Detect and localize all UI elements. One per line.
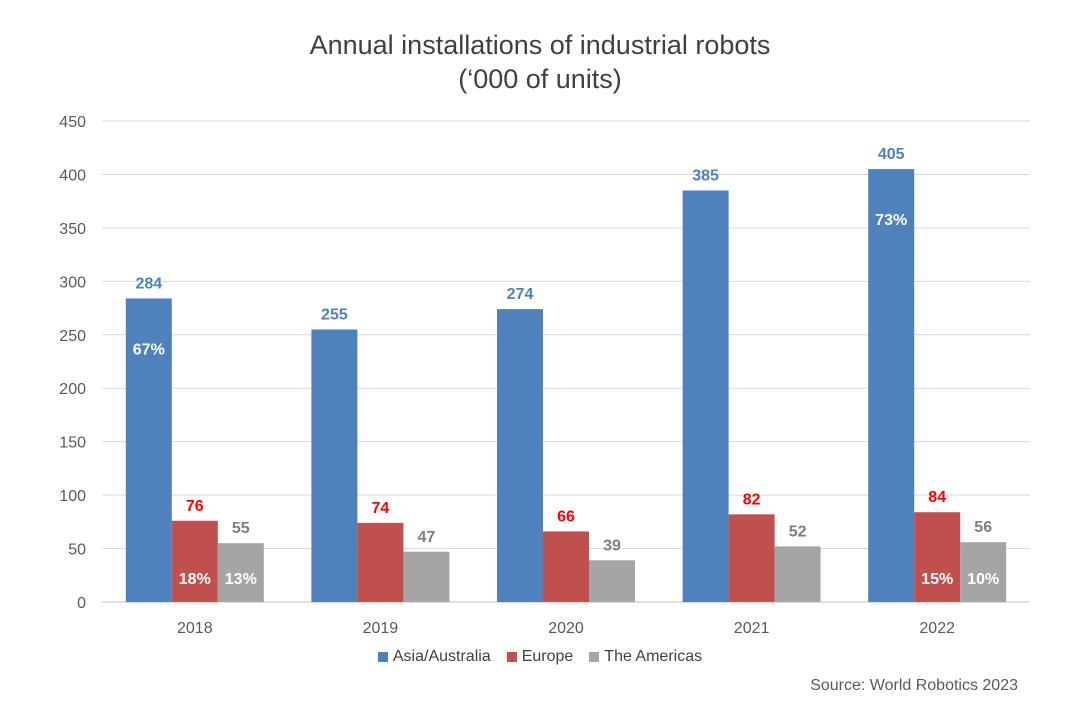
- legend-swatch-asia: [377, 652, 388, 662]
- bar: [774, 546, 821, 602]
- bar: [171, 520, 218, 602]
- bar: [217, 543, 264, 602]
- chart-subtitle: (‘000 of units): [458, 64, 622, 94]
- share-label: 15%: [921, 571, 953, 588]
- bar: [497, 309, 543, 602]
- legend-label-americas: The Americas: [604, 648, 703, 665]
- y-tick-label: 300: [59, 274, 86, 291]
- chart-title-main: Annual installations of industrial robot…: [309, 30, 771, 60]
- x-tick-label: 2020: [548, 620, 584, 637]
- bar: [543, 531, 589, 602]
- legend-label-asia: Asia/Australia: [392, 648, 491, 665]
- y-tick-label: 250: [59, 328, 86, 345]
- bar: [357, 522, 404, 602]
- data-label: 405: [878, 146, 905, 163]
- share-label: 10%: [967, 571, 999, 588]
- data-label: 55: [232, 520, 250, 537]
- y-tick-label: 350: [59, 221, 86, 238]
- legend: Asia/Australia Europe The Americas: [0, 648, 1080, 666]
- data-label: 284: [135, 275, 162, 292]
- legend-swatch-americas: [589, 652, 600, 662]
- share-label: 67%: [133, 341, 165, 358]
- x-tick-label: 2021: [734, 620, 770, 637]
- y-tick-label: 50: [68, 542, 86, 559]
- y-tick-label: 450: [59, 114, 86, 131]
- data-label: 385: [692, 167, 719, 184]
- data-label: 255: [321, 306, 348, 323]
- legend-item-americas: The Americas: [589, 648, 702, 666]
- bar: [868, 169, 915, 602]
- chart-title: Annual installations of industrial robot…: [0, 28, 1080, 96]
- data-label: 84: [928, 489, 946, 506]
- legend-item-asia: Asia/Australia: [377, 648, 491, 666]
- data-label: 274: [507, 286, 534, 303]
- data-label: 56: [974, 519, 992, 536]
- share-label: 13%: [225, 571, 257, 588]
- bar: [682, 190, 729, 602]
- data-label: 82: [743, 491, 761, 508]
- bar: [728, 514, 775, 602]
- bar: [403, 551, 450, 602]
- x-tick-label: 2019: [363, 620, 399, 637]
- source-note: Source: World Robotics 2023: [810, 677, 1018, 694]
- data-label: 74: [372, 500, 390, 517]
- share-label: 73%: [875, 212, 907, 229]
- y-tick-label: 400: [59, 167, 86, 184]
- bar: [960, 542, 1007, 602]
- y-tick-label: 0: [77, 595, 86, 612]
- data-label: 52: [789, 523, 807, 540]
- share-label: 18%: [179, 571, 211, 588]
- x-tick-label: 2022: [919, 620, 955, 637]
- x-tick-label: 2018: [177, 620, 213, 637]
- bar: [125, 298, 172, 602]
- y-tick-label: 200: [59, 381, 86, 398]
- y-tick-label: 150: [59, 435, 86, 452]
- data-label: 47: [418, 529, 436, 546]
- bar: [589, 560, 635, 602]
- bar: [311, 329, 358, 602]
- bar: [914, 512, 961, 602]
- data-label: 66: [557, 508, 575, 525]
- legend-swatch-europe: [506, 652, 517, 662]
- y-tick-label: 100: [59, 488, 86, 505]
- legend-label-europe: Europe: [521, 648, 574, 665]
- data-label: 39: [603, 537, 621, 554]
- legend-item-europe: Europe: [506, 648, 574, 666]
- data-label: 76: [186, 498, 204, 515]
